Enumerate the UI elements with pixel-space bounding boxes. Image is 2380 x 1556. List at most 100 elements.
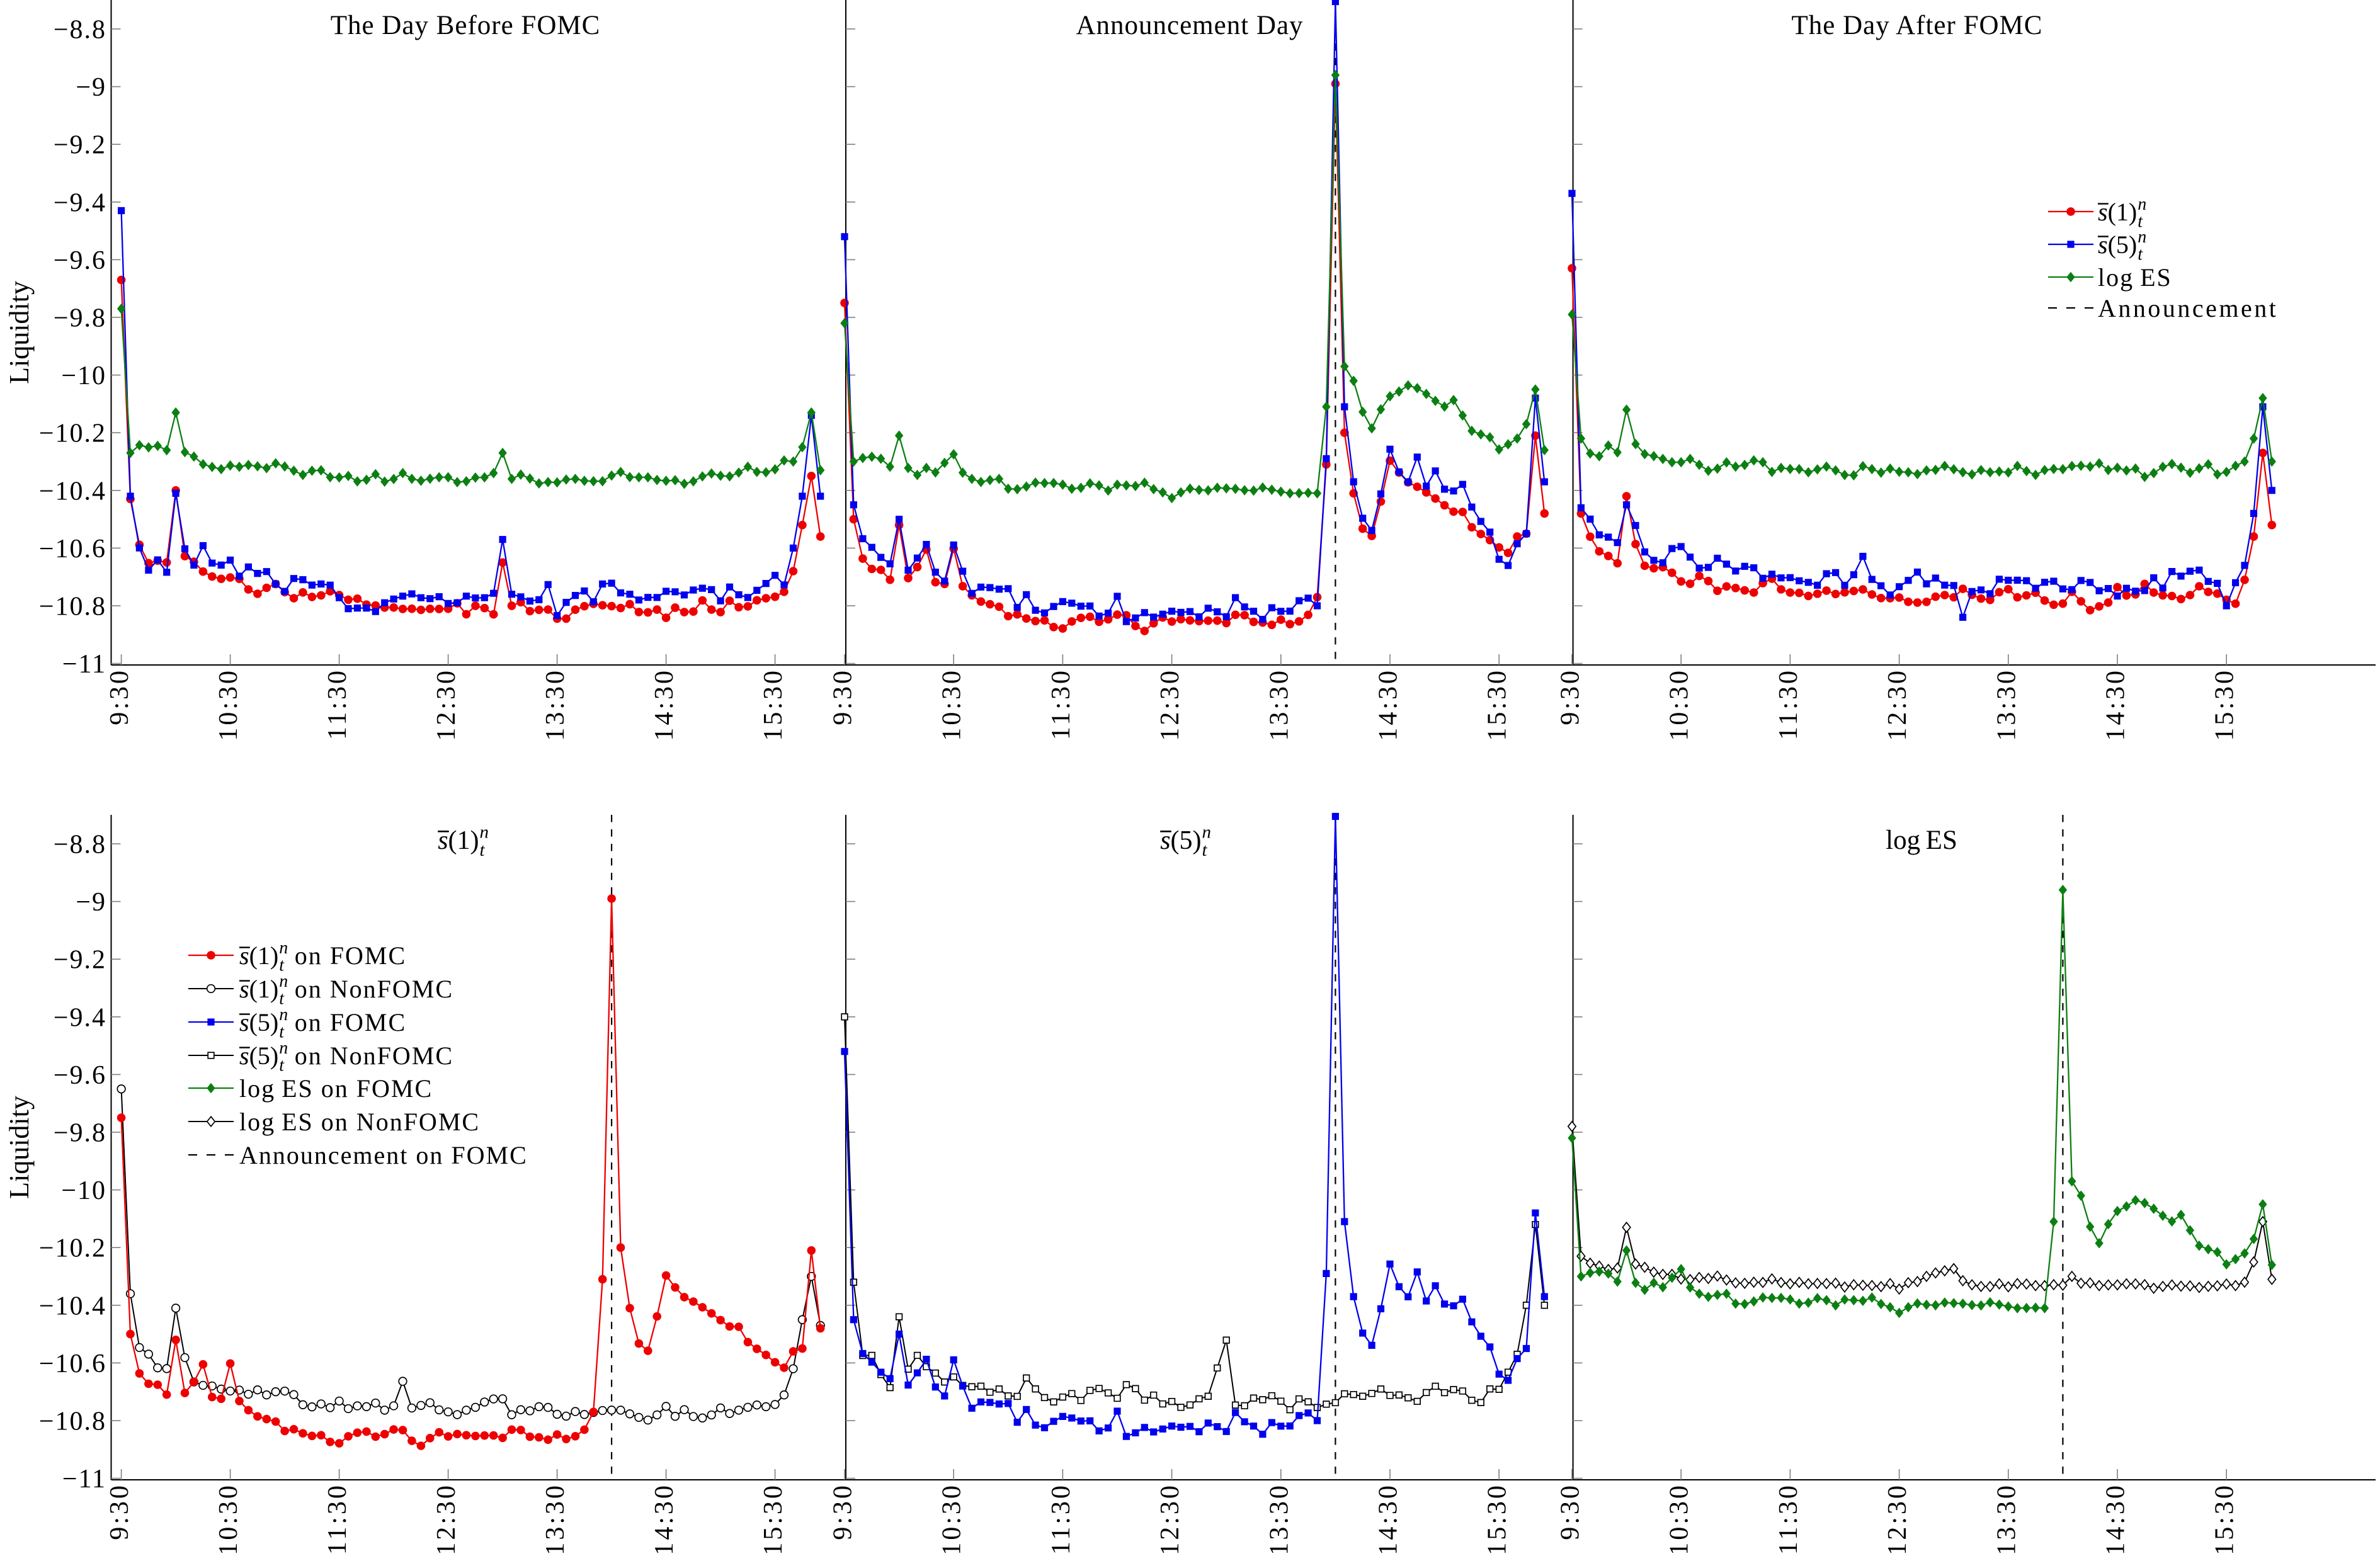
svg-text:t: t: [2138, 212, 2143, 231]
svg-text:−11: −11: [62, 1465, 106, 1494]
svg-text:13:30: 13:30: [1992, 668, 2021, 741]
svg-text:s(1): s(1): [239, 941, 278, 970]
svg-text:n: n: [279, 1038, 288, 1058]
svg-text:s(1): s(1): [438, 826, 479, 855]
svg-text:9:30: 9:30: [829, 668, 858, 725]
svg-text:−9.4: −9.4: [54, 188, 106, 217]
svg-text:9:30: 9:30: [105, 668, 134, 725]
svg-text:15:30: 15:30: [1483, 1483, 1512, 1553]
svg-text:14:30: 14:30: [650, 668, 679, 741]
svg-text:on FOMC: on FOMC: [295, 941, 406, 970]
svg-text:−10.2: −10.2: [39, 1234, 106, 1263]
svg-text:−10.4: −10.4: [39, 477, 106, 506]
svg-text:14:30: 14:30: [1374, 668, 1403, 741]
svg-text:11:30: 11:30: [1047, 1483, 1076, 1553]
svg-text:−9.8: −9.8: [54, 304, 106, 333]
svg-text:9:30: 9:30: [105, 1483, 134, 1540]
svg-text:10:30: 10:30: [938, 1483, 967, 1553]
svg-text:−9.4: −9.4: [54, 1003, 106, 1032]
svg-text:n: n: [1202, 822, 1212, 842]
svg-text:Announcement Day: Announcement Day: [1076, 11, 1303, 40]
svg-text:s(1): s(1): [2098, 198, 2137, 226]
svg-text:−9.6: −9.6: [54, 246, 106, 275]
svg-text:−10.2: −10.2: [39, 419, 106, 448]
svg-text:log ES on NonFOMC: log ES on NonFOMC: [239, 1108, 480, 1136]
svg-text:10:30: 10:30: [1665, 668, 1694, 741]
svg-text:−10.6: −10.6: [39, 1349, 106, 1378]
svg-text:The Day Before FOMC: The Day Before FOMC: [331, 11, 601, 40]
svg-text:n: n: [480, 822, 489, 842]
svg-text:13:30: 13:30: [1265, 1483, 1294, 1553]
svg-text:Announcement on FOMC: Announcement on FOMC: [239, 1141, 528, 1169]
svg-text:−9.8: −9.8: [54, 1119, 106, 1148]
svg-text:n: n: [279, 938, 288, 958]
svg-text:t: t: [2138, 244, 2143, 264]
svg-text:14:30: 14:30: [1374, 1483, 1403, 1553]
svg-text:14:30: 14:30: [2102, 1483, 2131, 1553]
svg-text:9:30: 9:30: [1556, 1483, 1585, 1540]
svg-text:n: n: [2138, 227, 2146, 247]
svg-text:−9: −9: [76, 888, 106, 917]
svg-text:15:30: 15:30: [2211, 668, 2240, 741]
svg-text:13:30: 13:30: [541, 668, 570, 741]
svg-text:log ES: log ES: [2098, 263, 2172, 292]
svg-text:12:30: 12:30: [432, 1483, 461, 1553]
svg-text:15:30: 15:30: [759, 1483, 788, 1553]
svg-text:−9: −9: [76, 73, 106, 102]
svg-text:−10: −10: [61, 361, 106, 390]
svg-text:t: t: [279, 955, 285, 975]
svg-text:12:30: 12:30: [432, 668, 461, 741]
svg-text:12:30: 12:30: [1156, 668, 1185, 741]
svg-text:s(5): s(5): [239, 1008, 278, 1036]
svg-text:−9.2: −9.2: [54, 946, 106, 975]
svg-text:10:30: 10:30: [214, 668, 243, 741]
svg-text:13:30: 13:30: [1992, 1483, 2021, 1553]
svg-text:s(5): s(5): [2098, 230, 2137, 259]
svg-text:on NonFOMC: on NonFOMC: [295, 975, 453, 1003]
svg-text:11:30: 11:30: [1774, 668, 1803, 740]
svg-text:t: t: [480, 840, 486, 860]
svg-text:14:30: 14:30: [650, 1483, 679, 1553]
svg-text:12:30: 12:30: [1883, 1483, 1912, 1553]
svg-text:15:30: 15:30: [2211, 1483, 2240, 1553]
svg-text:t: t: [279, 1022, 285, 1042]
svg-text:11:30: 11:30: [323, 1483, 352, 1553]
svg-text:n: n: [2138, 195, 2146, 214]
svg-text:n: n: [279, 972, 288, 991]
svg-text:on NonFOMC: on NonFOMC: [295, 1042, 453, 1070]
svg-text:−9.2: −9.2: [54, 131, 106, 160]
svg-text:12:30: 12:30: [1156, 1483, 1185, 1553]
svg-text:−10.4: −10.4: [39, 1292, 106, 1320]
svg-text:−9.6: −9.6: [54, 1061, 106, 1090]
svg-text:s(5): s(5): [239, 1042, 278, 1070]
svg-text:Announcement: Announcement: [2098, 294, 2278, 322]
svg-text:−8.8: −8.8: [54, 16, 106, 45]
svg-text:11:30: 11:30: [323, 668, 352, 740]
svg-text:t: t: [279, 989, 285, 1008]
svg-text:Liquidity: Liquidity: [4, 1096, 35, 1199]
svg-text:Liquidity: Liquidity: [4, 281, 35, 384]
svg-text:11:30: 11:30: [1774, 1483, 1803, 1553]
svg-text:−11: −11: [62, 650, 106, 679]
svg-text:on FOMC: on FOMC: [295, 1008, 406, 1036]
svg-text:t: t: [279, 1055, 285, 1075]
svg-text:−10: −10: [61, 1176, 106, 1205]
svg-text:10:30: 10:30: [214, 1483, 243, 1553]
svg-text:9:30: 9:30: [829, 1483, 858, 1540]
svg-text:15:30: 15:30: [1483, 668, 1512, 741]
svg-text:13:30: 13:30: [1265, 668, 1294, 741]
svg-text:10:30: 10:30: [938, 668, 967, 741]
svg-text:11:30: 11:30: [1047, 668, 1076, 740]
svg-text:−10.8: −10.8: [39, 1407, 106, 1436]
svg-text:13:30: 13:30: [541, 1483, 570, 1553]
svg-text:15:30: 15:30: [759, 668, 788, 741]
svg-text:log ES on FOMC: log ES on FOMC: [239, 1074, 433, 1103]
svg-text:−10.8: −10.8: [39, 593, 106, 622]
svg-text:10:30: 10:30: [1665, 1483, 1694, 1553]
svg-text:s(1): s(1): [239, 975, 278, 1003]
svg-text:−8.8: −8.8: [54, 831, 106, 860]
svg-text:log ES: log ES: [1886, 826, 1957, 855]
svg-text:t: t: [1202, 840, 1208, 860]
svg-text:s(5): s(5): [1160, 826, 1201, 855]
svg-text:9:30: 9:30: [1556, 668, 1585, 725]
